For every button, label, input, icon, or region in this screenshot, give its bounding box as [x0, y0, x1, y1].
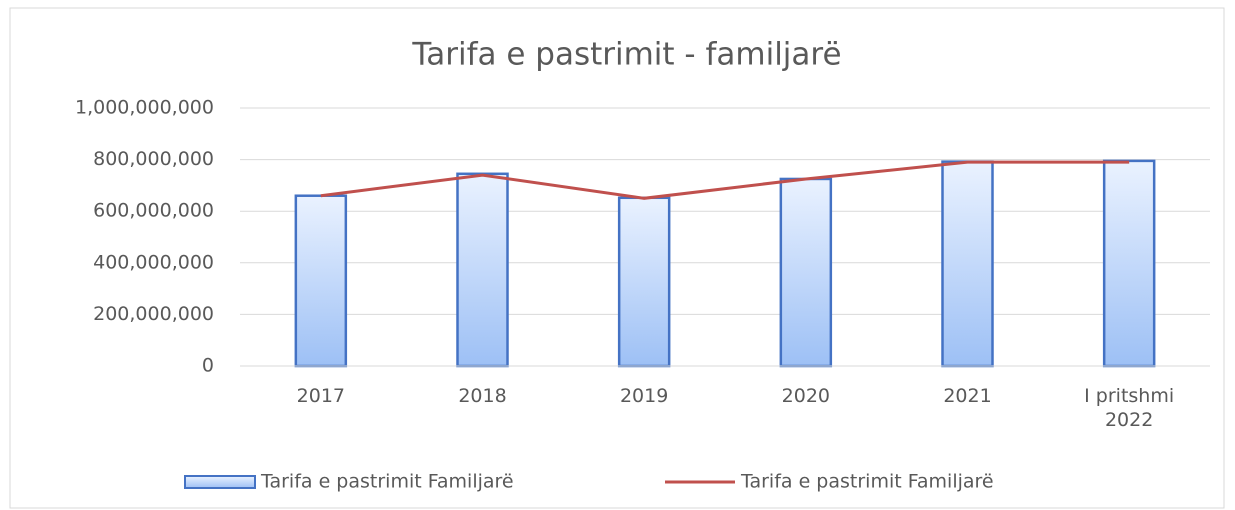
bar [941, 160, 994, 368]
x-tick-label: 2018 [458, 385, 507, 407]
chart-title: Tarifa e pastrimit - familjarë [411, 37, 841, 73]
y-tick-label: 200,000,000 [93, 303, 214, 325]
bar [1102, 159, 1156, 368]
legend-label: Tarifa e pastrimit Familjarë [740, 471, 994, 493]
legend-label: Tarifa e pastrimit Familjarë [260, 471, 514, 493]
x-tick-label-box: 2017 [296, 385, 345, 407]
bar [617, 196, 671, 368]
legend-swatch [184, 475, 256, 489]
x-tick-label-box: 2021 [943, 385, 992, 407]
bar [294, 194, 348, 368]
bar [779, 177, 833, 368]
x-tick-label-box: 2018 [458, 385, 507, 407]
x-tick-label: 2021 [943, 385, 992, 407]
x-tick-label-box: 2020 [781, 385, 830, 407]
x-tick-label: 2019 [619, 385, 669, 407]
x-tick-label: I pritshmi 2022 [1084, 385, 1175, 431]
line [320, 160, 1130, 200]
x-tick-label-box: 2019 [619, 385, 669, 407]
chart-frame [9, 7, 1225, 509]
x-tick-label: 2017 [296, 385, 345, 407]
y-tick-label: 800,000,000 [93, 148, 214, 170]
bar [456, 172, 509, 368]
x-tick-label-box: I pritshmi 2022 [1084, 385, 1175, 431]
y-tick-label: 400,000,000 [93, 251, 214, 273]
x-tick-label: 2020 [781, 385, 830, 407]
y-tick-label: 600,000,000 [93, 200, 214, 222]
y-tick-label: 1,000,000,000 [75, 97, 214, 119]
y-tick-label: 0 [202, 355, 214, 377]
